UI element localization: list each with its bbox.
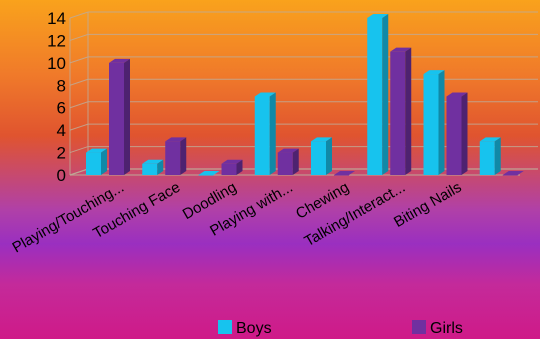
bar-front [502, 175, 518, 176]
x-axis-labels: Playing/Touching...Touching FaceDoodling… [9, 179, 464, 257]
bar-side [180, 137, 187, 175]
bar-front [390, 51, 406, 176]
bar-front [109, 62, 124, 175]
gridline [69, 56, 538, 64]
bar-front [142, 163, 158, 175]
gridline [69, 33, 538, 41]
bar-front [198, 175, 214, 176]
bar-top [311, 137, 332, 142]
bar-front [165, 141, 181, 175]
bar-front [479, 141, 495, 175]
bar-girls [277, 148, 299, 175]
gridline [69, 168, 538, 176]
bar-front [334, 175, 349, 176]
bar-front [423, 74, 439, 175]
bar-side [124, 58, 130, 175]
bar-top [142, 159, 164, 164]
bar-boys [479, 137, 501, 175]
gridline [69, 123, 538, 131]
bar-boys [254, 92, 276, 175]
bar-top [502, 171, 524, 175]
bar-front [367, 18, 383, 175]
bar-front [311, 141, 326, 175]
bar-girls [390, 47, 412, 176]
bar-top [423, 70, 445, 75]
bar-top [334, 171, 355, 175]
bar-top [109, 58, 130, 63]
bar-boys [198, 171, 220, 176]
bar-top [165, 137, 187, 142]
bar-top [277, 148, 299, 153]
bar-top [479, 137, 501, 142]
bar-girls [502, 171, 524, 176]
bar-front [221, 163, 237, 175]
bar-side [292, 148, 299, 175]
bar-side [382, 14, 389, 175]
bar-top [390, 47, 412, 52]
y-tick-label: 8 [57, 76, 66, 95]
bar-girls [221, 159, 243, 175]
bar-girls [165, 137, 187, 175]
gridline [69, 11, 538, 19]
y-tick-label: 10 [47, 54, 66, 73]
bars [86, 14, 524, 176]
bar-side [494, 137, 501, 175]
bar-side [101, 148, 107, 175]
bar-top [446, 92, 468, 97]
floor-edge [69, 168, 538, 176]
y-tick-label: 0 [57, 166, 66, 185]
bar-boys [142, 159, 164, 175]
y-axis: 0 2 4 6 8 10 12 14 [47, 9, 66, 185]
y-tick-label: 14 [47, 9, 66, 28]
bar-side [461, 92, 468, 175]
bar-girls [334, 171, 355, 176]
gridline [69, 101, 538, 109]
bar-front [277, 152, 293, 175]
gridline [69, 78, 538, 86]
bar-top [86, 148, 107, 153]
legend-swatch-girls [412, 320, 426, 334]
legend-swatch-boys [218, 320, 232, 334]
y-tick-label: 4 [57, 121, 66, 140]
bar-top [198, 171, 220, 175]
bar-girls [109, 58, 130, 175]
bar-top [254, 92, 276, 97]
bar-front [446, 96, 462, 175]
legend-label-boys: Boys [236, 320, 272, 337]
bar-boys [423, 70, 445, 175]
bar-side [326, 137, 332, 175]
bar-side [157, 159, 164, 175]
bar-top [367, 14, 389, 18]
bar-front [254, 96, 270, 175]
y-tick-label: 2 [57, 144, 66, 163]
gridline [69, 146, 538, 154]
gridlines [69, 11, 538, 176]
legend: Boys Girls [218, 320, 463, 337]
y-tick-label: 12 [47, 31, 66, 50]
bar-boys [86, 148, 107, 175]
bar-side [269, 92, 276, 175]
bar-front [86, 152, 101, 175]
bar-boys [311, 137, 332, 175]
bar-side [405, 47, 412, 176]
bar-top [221, 159, 243, 164]
legend-label-girls: Girls [430, 320, 463, 337]
y-tick-label: 6 [57, 99, 66, 118]
bar-side [438, 70, 445, 175]
bar-boys [367, 14, 389, 175]
bar-girls [446, 92, 468, 175]
bar-side [236, 159, 243, 175]
